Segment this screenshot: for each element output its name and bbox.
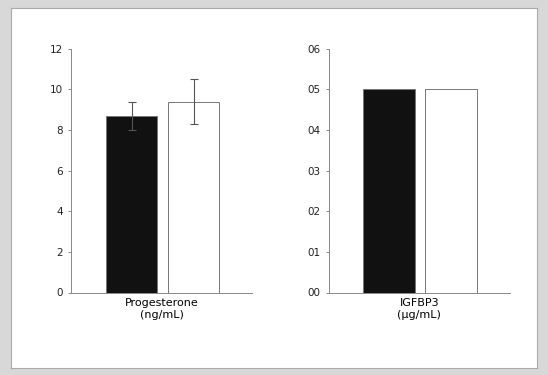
X-axis label: IGFBP3
(μg/mL): IGFBP3 (μg/mL) [397,298,441,320]
X-axis label: Progesterone
(ng/mL): Progesterone (ng/mL) [125,298,198,320]
Bar [106,116,157,292]
Bar [425,89,477,292]
Bar [363,89,415,292]
Bar [168,102,219,292]
